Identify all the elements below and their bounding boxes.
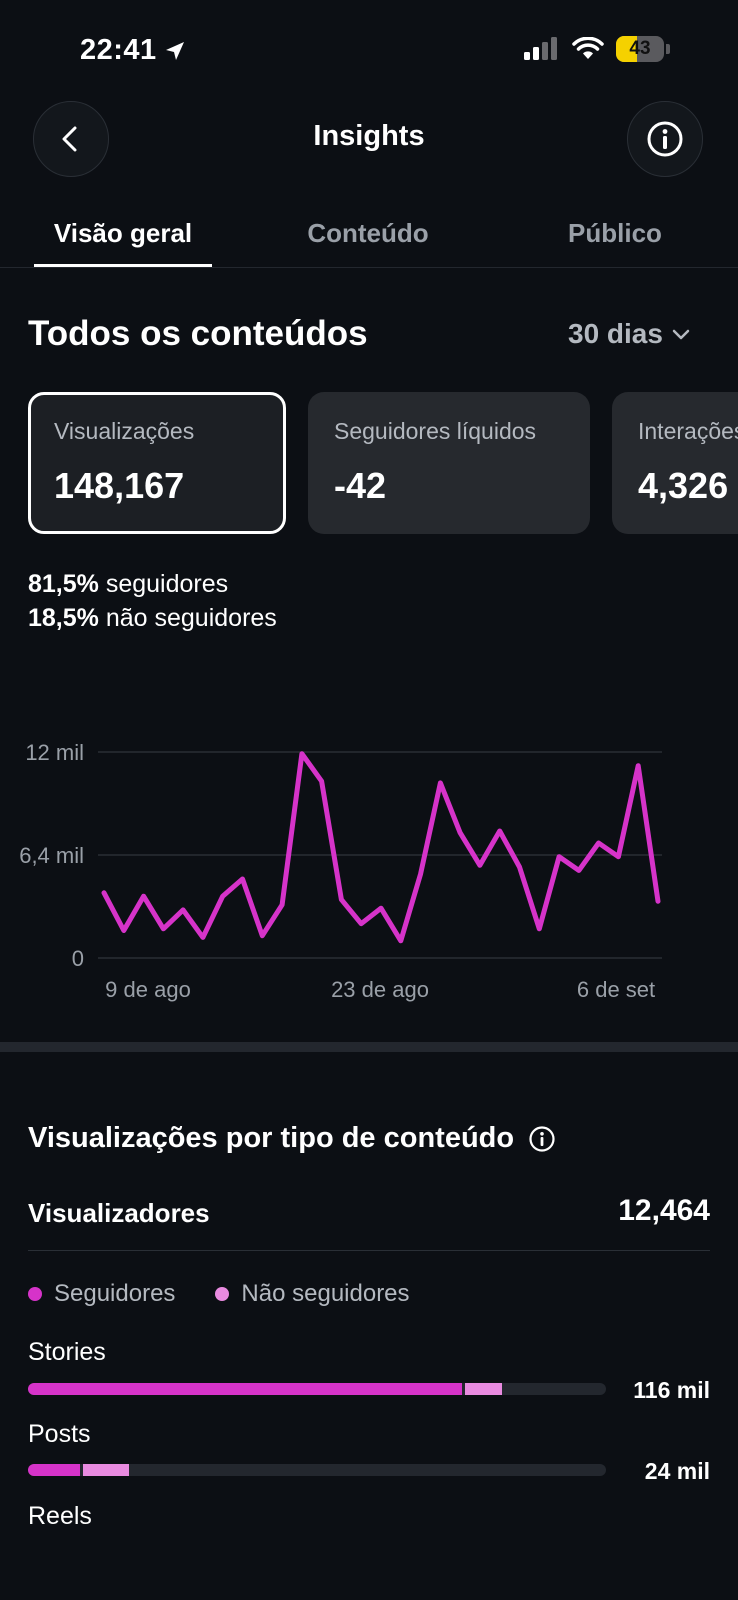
bar-segment-followers: [28, 1383, 462, 1395]
followers-label: seguidores: [105, 570, 229, 598]
y-tick-label: 6,4 mil: [19, 843, 84, 868]
x-tick-label: 9 de ago: [105, 977, 191, 1002]
metric-value: -42: [334, 465, 387, 506]
x-tick-label: 6 de set: [577, 977, 655, 1002]
back-button[interactable]: [33, 101, 109, 177]
legend-item-non-followers: Não seguidores: [215, 1280, 410, 1308]
legend-label: Não seguidores: [241, 1280, 410, 1307]
followers-pct: 81,5%: [28, 570, 99, 598]
bar-posts: [28, 1464, 606, 1476]
viewers-value: 12,464: [618, 1194, 710, 1227]
metric-label: Seguidores líquidos: [334, 418, 537, 444]
value-posts: 24 mil: [644, 1458, 710, 1484]
metric-card-interactions[interactable]: Interações 4,326: [612, 392, 738, 534]
info-icon[interactable]: [528, 1125, 556, 1153]
views-line-chart: 12 mil 6,4 mil 0 9 de ago 23 de ago 6 de set: [19, 740, 662, 1002]
non-followers-pct: 18,5%: [28, 604, 99, 632]
bar-segment-non-followers: [464, 1383, 503, 1395]
wifi-icon: [572, 37, 604, 59]
value-stories: 116 mil: [633, 1377, 710, 1403]
bar-segment-followers: [28, 1464, 81, 1476]
type-label-posts: Posts: [28, 1420, 91, 1448]
legend-dot: [215, 1287, 230, 1301]
legend: Seguidores Não seguidores: [28, 1280, 410, 1308]
views-series-line: [101, 751, 661, 944]
non-followers-label: não seguidores: [105, 604, 277, 632]
cellular-signal-icon: [524, 37, 557, 60]
section-title: Todos os conteúdos: [28, 314, 368, 353]
info-icon: [647, 121, 683, 157]
info-button[interactable]: [627, 101, 703, 177]
legend-dot: [28, 1287, 42, 1301]
views-by-type-heading: Visualizações por tipo de conteúdo: [28, 1122, 515, 1154]
active-tab-indicator: [34, 264, 212, 267]
metric-value: 148,167: [54, 465, 185, 506]
views-by-type-title: Visualizações por tipo de conteúdo: [28, 1122, 556, 1155]
type-label-reels: Reels: [28, 1502, 92, 1530]
type-label-stories: Stories: [28, 1338, 106, 1366]
period-label: 30 dias: [568, 318, 663, 349]
tab-audience[interactable]: Público: [568, 218, 662, 248]
metric-card-views[interactable]: Visualizações 148,167: [28, 392, 286, 534]
tab-content[interactable]: Conteúdo: [307, 218, 429, 248]
period-selector[interactable]: 30 dias: [568, 318, 691, 350]
x-tick-label: 23 de ago: [331, 977, 429, 1002]
battery-level: 43: [629, 38, 651, 59]
metric-label: Interações: [638, 418, 738, 444]
y-tick-label: 12 mil: [25, 740, 84, 765]
legend-label: Seguidores: [54, 1280, 176, 1307]
chevron-down-icon: [672, 329, 690, 340]
status-indicators: 43: [524, 36, 670, 62]
page-title: Insights: [313, 120, 425, 152]
divider: [28, 1250, 710, 1251]
bar-segment-non-followers: [83, 1464, 130, 1476]
status-time: 22:41: [80, 34, 187, 67]
section-divider: [0, 1042, 738, 1052]
chevron-left-icon: [62, 126, 77, 152]
battery-icon: 43: [616, 36, 670, 62]
location-arrow-icon: [165, 41, 184, 60]
bar-stories: [28, 1383, 606, 1395]
metric-label: Visualizações: [54, 418, 195, 444]
audience-split: 81,5% seguidores 18,5% não seguidores: [28, 567, 277, 635]
tab-bar: Visão geral Conteúdo Público: [0, 208, 738, 268]
metric-card-net-followers[interactable]: Seguidores líquidos -42: [308, 392, 590, 534]
viewers-label: Visualizadores: [28, 1198, 210, 1228]
y-tick-label: 0: [72, 946, 84, 971]
clock: 22:41: [80, 34, 157, 66]
legend-item-followers: Seguidores: [28, 1280, 175, 1308]
tab-overview[interactable]: Visão geral: [53, 218, 193, 248]
metric-value: 4,326: [638, 465, 729, 506]
